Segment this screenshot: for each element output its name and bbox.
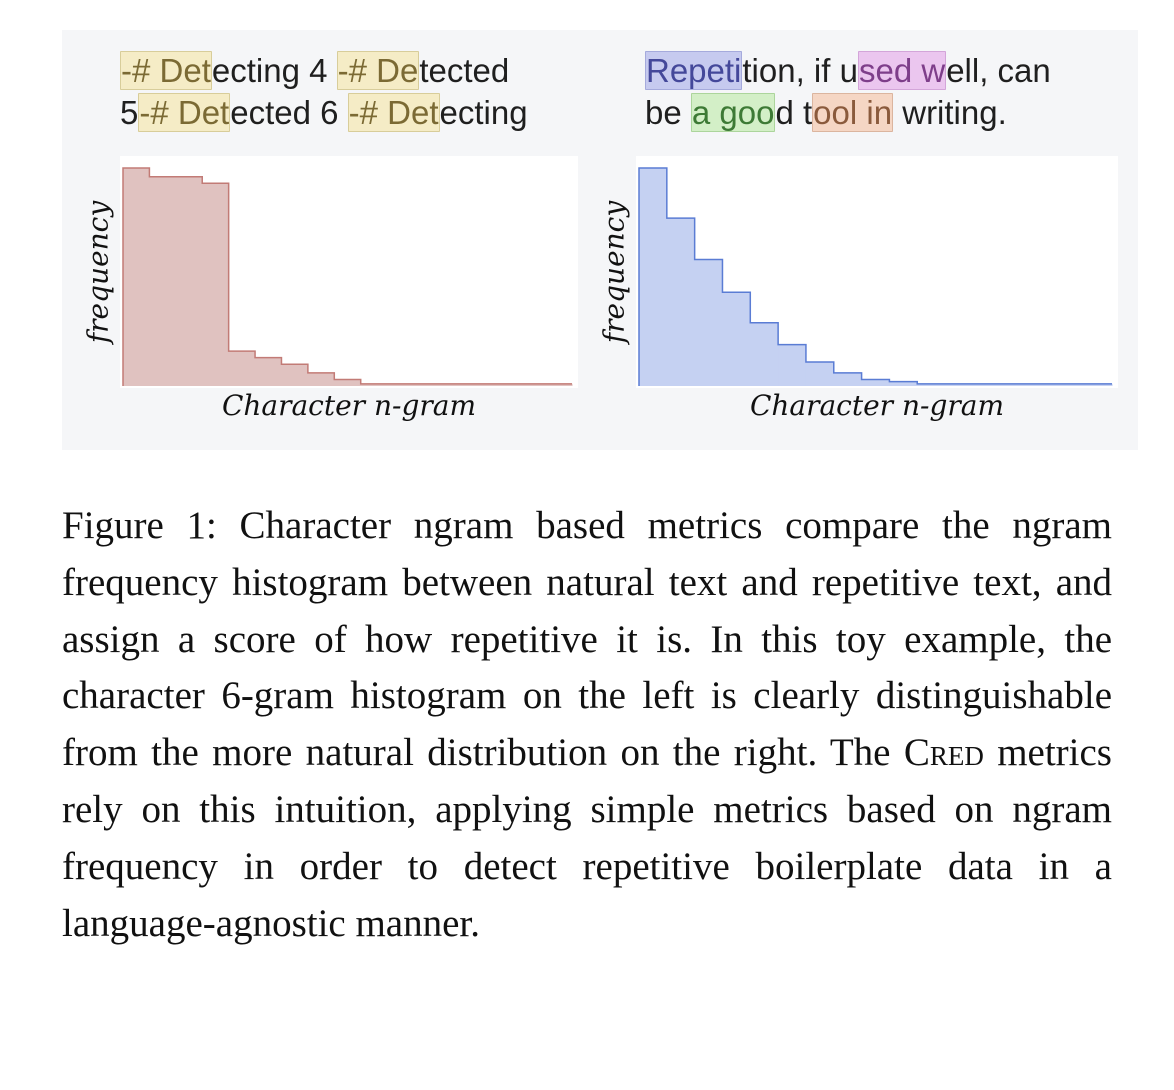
- left-histogram-bar: [545, 383, 573, 386]
- sample-text-segment: ecting 4: [211, 52, 337, 89]
- highlighted-ngram: ool in: [812, 93, 894, 132]
- right-histogram: [636, 156, 1118, 388]
- left-histogram-bar: [466, 383, 494, 386]
- highlighted-ngram: a goo: [690, 93, 776, 132]
- highlighted-ngram: -# Det: [347, 93, 440, 132]
- right-histogram-bar: [694, 259, 723, 386]
- right-histogram-plot: [636, 156, 1118, 388]
- right-histogram-bar: [833, 372, 863, 386]
- left-y-axis-label-text: frequency: [81, 200, 115, 344]
- left-histogram-bar: [439, 383, 467, 386]
- right-histogram-bar: [778, 344, 807, 386]
- caption-cred-name: Cred: [903, 731, 984, 775]
- sample-text-segment: tion, if u: [742, 52, 858, 89]
- right-histogram-bar: [889, 381, 918, 386]
- left-histogram-bar: [307, 372, 335, 386]
- sample-text-segment: writing.: [893, 94, 1007, 131]
- caption-text-part-1: Figure 1: Character ngram based metrics …: [62, 504, 1112, 775]
- highlighted-ngram: Repeti: [645, 51, 743, 90]
- left-histogram-bar: [149, 176, 177, 386]
- sample-text-segment: 5: [120, 94, 139, 131]
- right-histogram-bar: [1000, 383, 1030, 386]
- right-histogram-bar: [1028, 383, 1057, 386]
- figure-panel: -# Detecting 4 -# Detected 5-# Detected …: [62, 30, 1138, 450]
- right-sample-line-1: Repetition, if used well, can: [645, 50, 1051, 92]
- right-y-axis-label-text: frequency: [597, 200, 631, 344]
- left-histogram-bar: [123, 168, 150, 386]
- left-histogram-bar: [281, 364, 309, 386]
- sample-text-segment: d t: [775, 94, 813, 131]
- left-x-axis-label: Character n-gram: [221, 389, 477, 422]
- figure-caption: Figure 1: Character ngram based metrics …: [62, 498, 1112, 952]
- left-sample-line-1: -# Detecting 4 -# Detected: [120, 50, 528, 92]
- right-histogram-bar: [861, 379, 890, 386]
- left-histogram-bar: [175, 176, 203, 386]
- left-histogram-plot: [120, 156, 578, 388]
- left-histogram: [120, 156, 578, 388]
- left-sample-line-2: 5-# Detected 6 -# Detecting: [120, 92, 528, 134]
- left-histogram-bar: [228, 351, 256, 386]
- sample-text-segment: ecting: [439, 94, 528, 131]
- caption-text-part-2: metrics rely on this intuition, applying…: [62, 731, 1112, 945]
- left-histogram-bar: [202, 183, 230, 386]
- right-histogram-bar: [750, 322, 779, 386]
- left-histogram-outline: [122, 167, 572, 386]
- right-histogram-bar: [666, 218, 696, 386]
- right-histogram-bar: [805, 362, 835, 386]
- left-histogram-bar: [360, 383, 388, 386]
- right-sample-text: Repetition, if used well, can be a good …: [645, 50, 1051, 134]
- right-histogram-bar: [1084, 383, 1113, 386]
- right-histogram-bar: [639, 168, 668, 386]
- right-histogram-bar: [917, 383, 946, 386]
- highlighted-ngram: -# Det: [120, 51, 212, 90]
- left-histogram-bar: [334, 379, 362, 386]
- left-histogram-bar: [519, 383, 547, 386]
- right-histogram-bar: [722, 292, 751, 386]
- left-sample-text: -# Detecting 4 -# Detected 5-# Detected …: [120, 50, 528, 134]
- right-histogram-bar: [1056, 383, 1085, 386]
- highlighted-ngram: -# Det: [138, 93, 231, 132]
- right-histogram-bar: [945, 383, 974, 386]
- sample-text-segment: be: [645, 94, 691, 131]
- sample-text-segment: ell, can: [946, 52, 1051, 89]
- highlighted-ngram: -# De: [336, 51, 420, 90]
- right-x-axis-label: Character n-gram: [749, 389, 1005, 422]
- sample-text-segment: ected 6: [230, 94, 348, 131]
- left-histogram-bar: [413, 383, 441, 386]
- left-histogram-bar: [387, 383, 415, 386]
- right-histogram-bar: [972, 383, 1002, 386]
- sample-text-segment: tected: [419, 52, 510, 89]
- right-histogram-outline: [638, 167, 1112, 386]
- right-sample-line-2: be a good tool in writing.: [645, 92, 1051, 134]
- highlighted-ngram: sed w: [857, 51, 947, 90]
- left-histogram-bar: [255, 357, 282, 386]
- left-histogram-bar: [492, 383, 520, 386]
